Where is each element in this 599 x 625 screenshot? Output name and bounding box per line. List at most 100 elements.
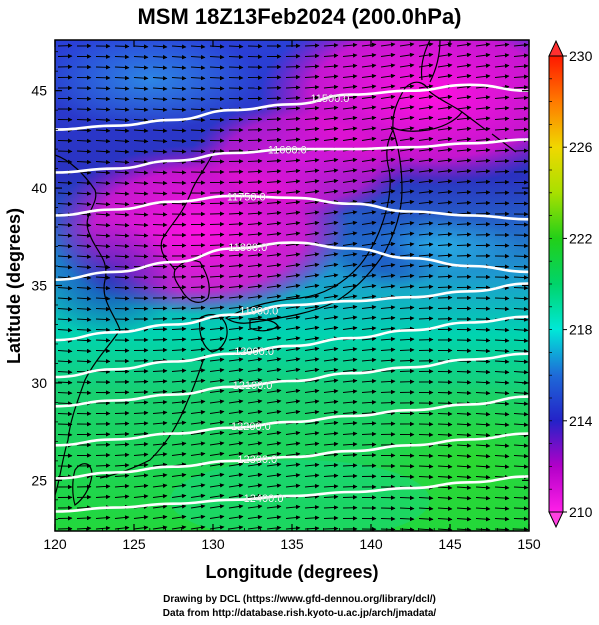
wind-arrow bbox=[133, 400, 149, 405]
wind-arrow bbox=[456, 211, 472, 216]
wind-arrow bbox=[114, 96, 130, 102]
wind-arrow bbox=[152, 65, 168, 70]
wind-arrow bbox=[342, 74, 358, 79]
wind-arrow bbox=[247, 420, 263, 425]
wind-arrow bbox=[95, 180, 111, 186]
wind-arrow bbox=[247, 273, 263, 279]
wind-arrow bbox=[418, 242, 434, 247]
wind-arrow bbox=[513, 116, 529, 122]
wind-arrow bbox=[114, 421, 130, 426]
wind-arrow bbox=[114, 243, 130, 249]
wind-arrow bbox=[285, 388, 301, 394]
wind-arrow bbox=[152, 473, 168, 478]
wind-arrow bbox=[266, 179, 282, 184]
wind-arrow bbox=[323, 315, 339, 320]
wind-arrow bbox=[513, 95, 529, 101]
wind-arrow bbox=[513, 127, 529, 132]
wind-arrow bbox=[456, 432, 472, 438]
wind-arrow bbox=[323, 157, 339, 163]
wind-arrow bbox=[323, 410, 339, 415]
wind-arrow bbox=[342, 189, 358, 194]
wind-arrow bbox=[380, 115, 396, 121]
wind-arrow bbox=[380, 63, 396, 68]
wind-arrow bbox=[513, 485, 529, 490]
wind-arrow bbox=[285, 95, 301, 101]
wind-arrow bbox=[209, 472, 225, 478]
wind-arrow bbox=[190, 138, 206, 144]
wind-arrow bbox=[342, 231, 358, 236]
x-tick-label: 135 bbox=[280, 536, 304, 552]
wind-arrow bbox=[323, 126, 339, 132]
coast-honshu bbox=[224, 128, 403, 324]
wind-arrow bbox=[171, 305, 187, 311]
wind-arrow bbox=[494, 411, 510, 417]
wind-arrow bbox=[266, 388, 282, 394]
wind-arrow bbox=[342, 241, 358, 247]
wind-arrow bbox=[114, 159, 130, 165]
wind-arrow bbox=[437, 126, 453, 131]
wind-arrow bbox=[513, 369, 529, 375]
wind-arrow bbox=[171, 472, 187, 478]
wind-arrow bbox=[475, 126, 491, 132]
wind-arrow bbox=[152, 96, 168, 102]
wind-arrow bbox=[456, 200, 472, 206]
wind-arrow bbox=[323, 367, 339, 373]
wind-arrow bbox=[456, 242, 472, 248]
wind-arrow bbox=[494, 390, 510, 396]
wind-arrow bbox=[361, 199, 377, 205]
wind-arrow bbox=[209, 107, 225, 112]
wind-arrow bbox=[228, 420, 244, 425]
wind-arrow bbox=[399, 136, 415, 142]
wind-arrow bbox=[95, 306, 111, 312]
contour-line bbox=[55, 138, 529, 174]
wind-arrow bbox=[171, 410, 187, 415]
wind-arrow bbox=[133, 180, 149, 186]
wind-arrow bbox=[209, 388, 225, 394]
wind-arrow bbox=[437, 284, 453, 290]
wind-arrow bbox=[475, 105, 491, 111]
wind-arrow bbox=[228, 190, 244, 195]
wind-arrow bbox=[494, 359, 510, 364]
wind-arrow bbox=[171, 326, 187, 332]
wind-arrow bbox=[76, 222, 92, 228]
wind-arrow bbox=[171, 441, 187, 446]
wind-arrow bbox=[380, 94, 396, 100]
wind-arrow bbox=[342, 484, 358, 489]
wind-arrow bbox=[95, 201, 111, 207]
wind-arrow bbox=[456, 506, 472, 511]
wind-arrow bbox=[133, 452, 149, 457]
wind-arrow bbox=[304, 283, 320, 289]
wind-arrow bbox=[285, 210, 301, 215]
wind-arrow bbox=[380, 157, 396, 163]
wind-arrow bbox=[513, 63, 529, 69]
wind-arrow bbox=[513, 495, 529, 501]
wind-arrow bbox=[76, 505, 92, 510]
wind-arrow bbox=[399, 316, 415, 321]
wind-arrow bbox=[247, 451, 263, 457]
wind-arrow bbox=[513, 506, 529, 511]
wind-arrow bbox=[304, 116, 320, 121]
wind-arrow bbox=[247, 483, 263, 488]
wind-arrow bbox=[342, 463, 358, 468]
wind-arrow bbox=[361, 126, 377, 131]
wind-arrow bbox=[399, 495, 415, 501]
wind-arrow bbox=[513, 275, 529, 280]
wind-arrow bbox=[133, 138, 149, 144]
wind-arrow bbox=[247, 252, 263, 258]
wind-arrow bbox=[342, 473, 358, 479]
wind-arrow bbox=[114, 431, 130, 437]
wind-arrow bbox=[266, 231, 282, 237]
wind-arrow bbox=[456, 147, 472, 153]
wind-arrow bbox=[342, 84, 358, 90]
wind-arrow bbox=[171, 107, 187, 112]
wind-arrow bbox=[361, 347, 377, 352]
wind-arrow bbox=[513, 42, 529, 48]
wind-arrow bbox=[247, 336, 263, 341]
y-tick-label: 35 bbox=[31, 278, 47, 294]
wind-arrow bbox=[285, 189, 301, 195]
wind-arrow bbox=[133, 410, 149, 416]
wind-arrow bbox=[228, 504, 244, 509]
wind-arrow bbox=[323, 189, 339, 194]
wind-arrow bbox=[456, 168, 472, 174]
wind-arrow bbox=[76, 243, 92, 249]
